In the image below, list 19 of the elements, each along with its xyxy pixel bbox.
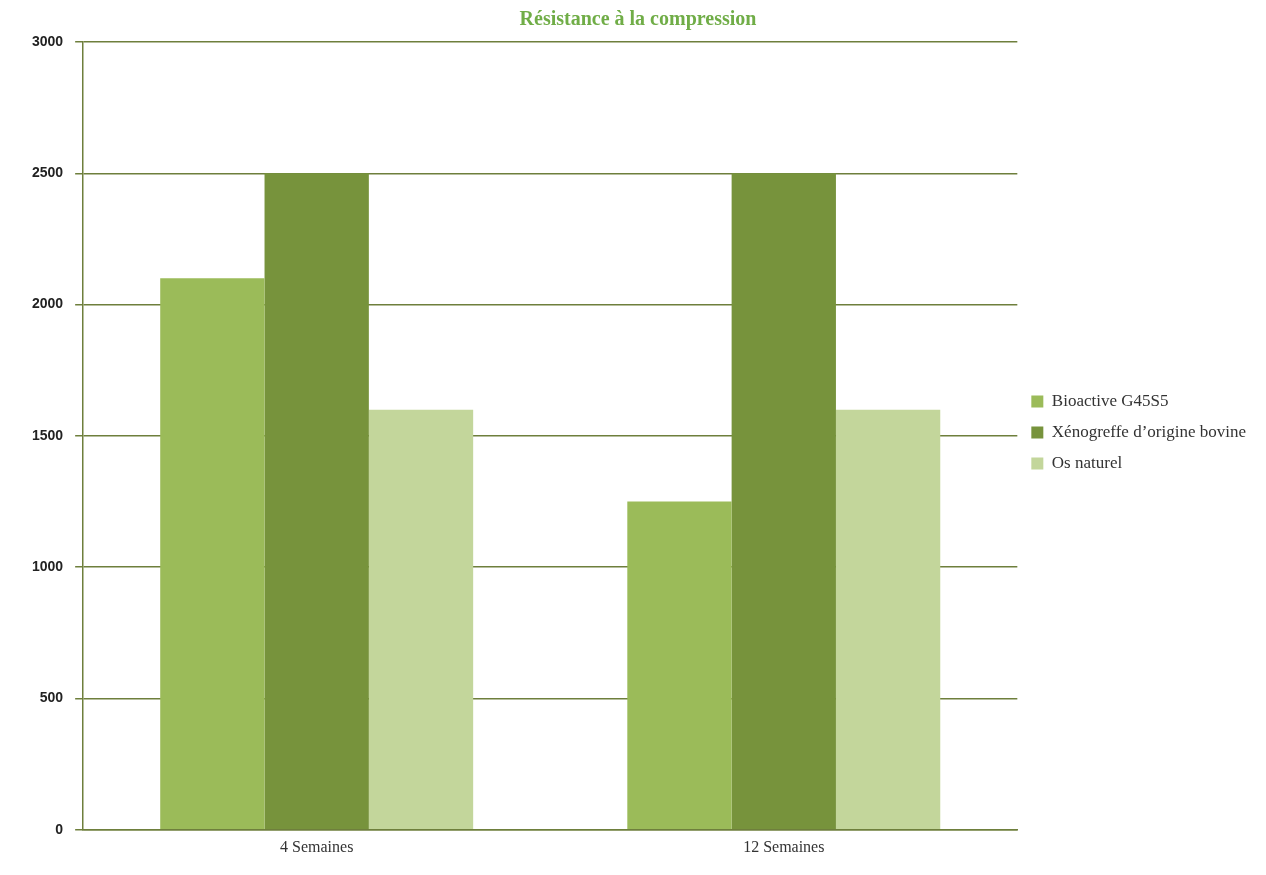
y-tick-label: 3000: [31, 32, 64, 49]
y-tick-label: 500: [39, 689, 64, 706]
bar: [368, 409, 474, 830]
y-tick-label: 1000: [31, 558, 64, 575]
legend-label: Xénogreffe d’origine bovine: [1051, 421, 1246, 441]
y-tick-label: 2000: [31, 295, 64, 312]
y-tick-label: 0: [55, 820, 64, 837]
legend-label: Os naturel: [1051, 452, 1123, 472]
x-tick-label: 4 Semaines: [280, 837, 354, 855]
legend-label: Bioactive G45S5: [1051, 390, 1169, 410]
y-tick-label: 2500: [31, 164, 64, 181]
bar: [731, 173, 836, 830]
x-tick-label: 12 Semaines: [743, 837, 825, 855]
bar: [264, 173, 369, 830]
bar: [160, 278, 265, 830]
bar: [627, 501, 732, 830]
chart-title: Résistance à la compression: [519, 7, 757, 31]
bar: [835, 409, 941, 830]
y-tick-label: 1500: [31, 426, 64, 443]
